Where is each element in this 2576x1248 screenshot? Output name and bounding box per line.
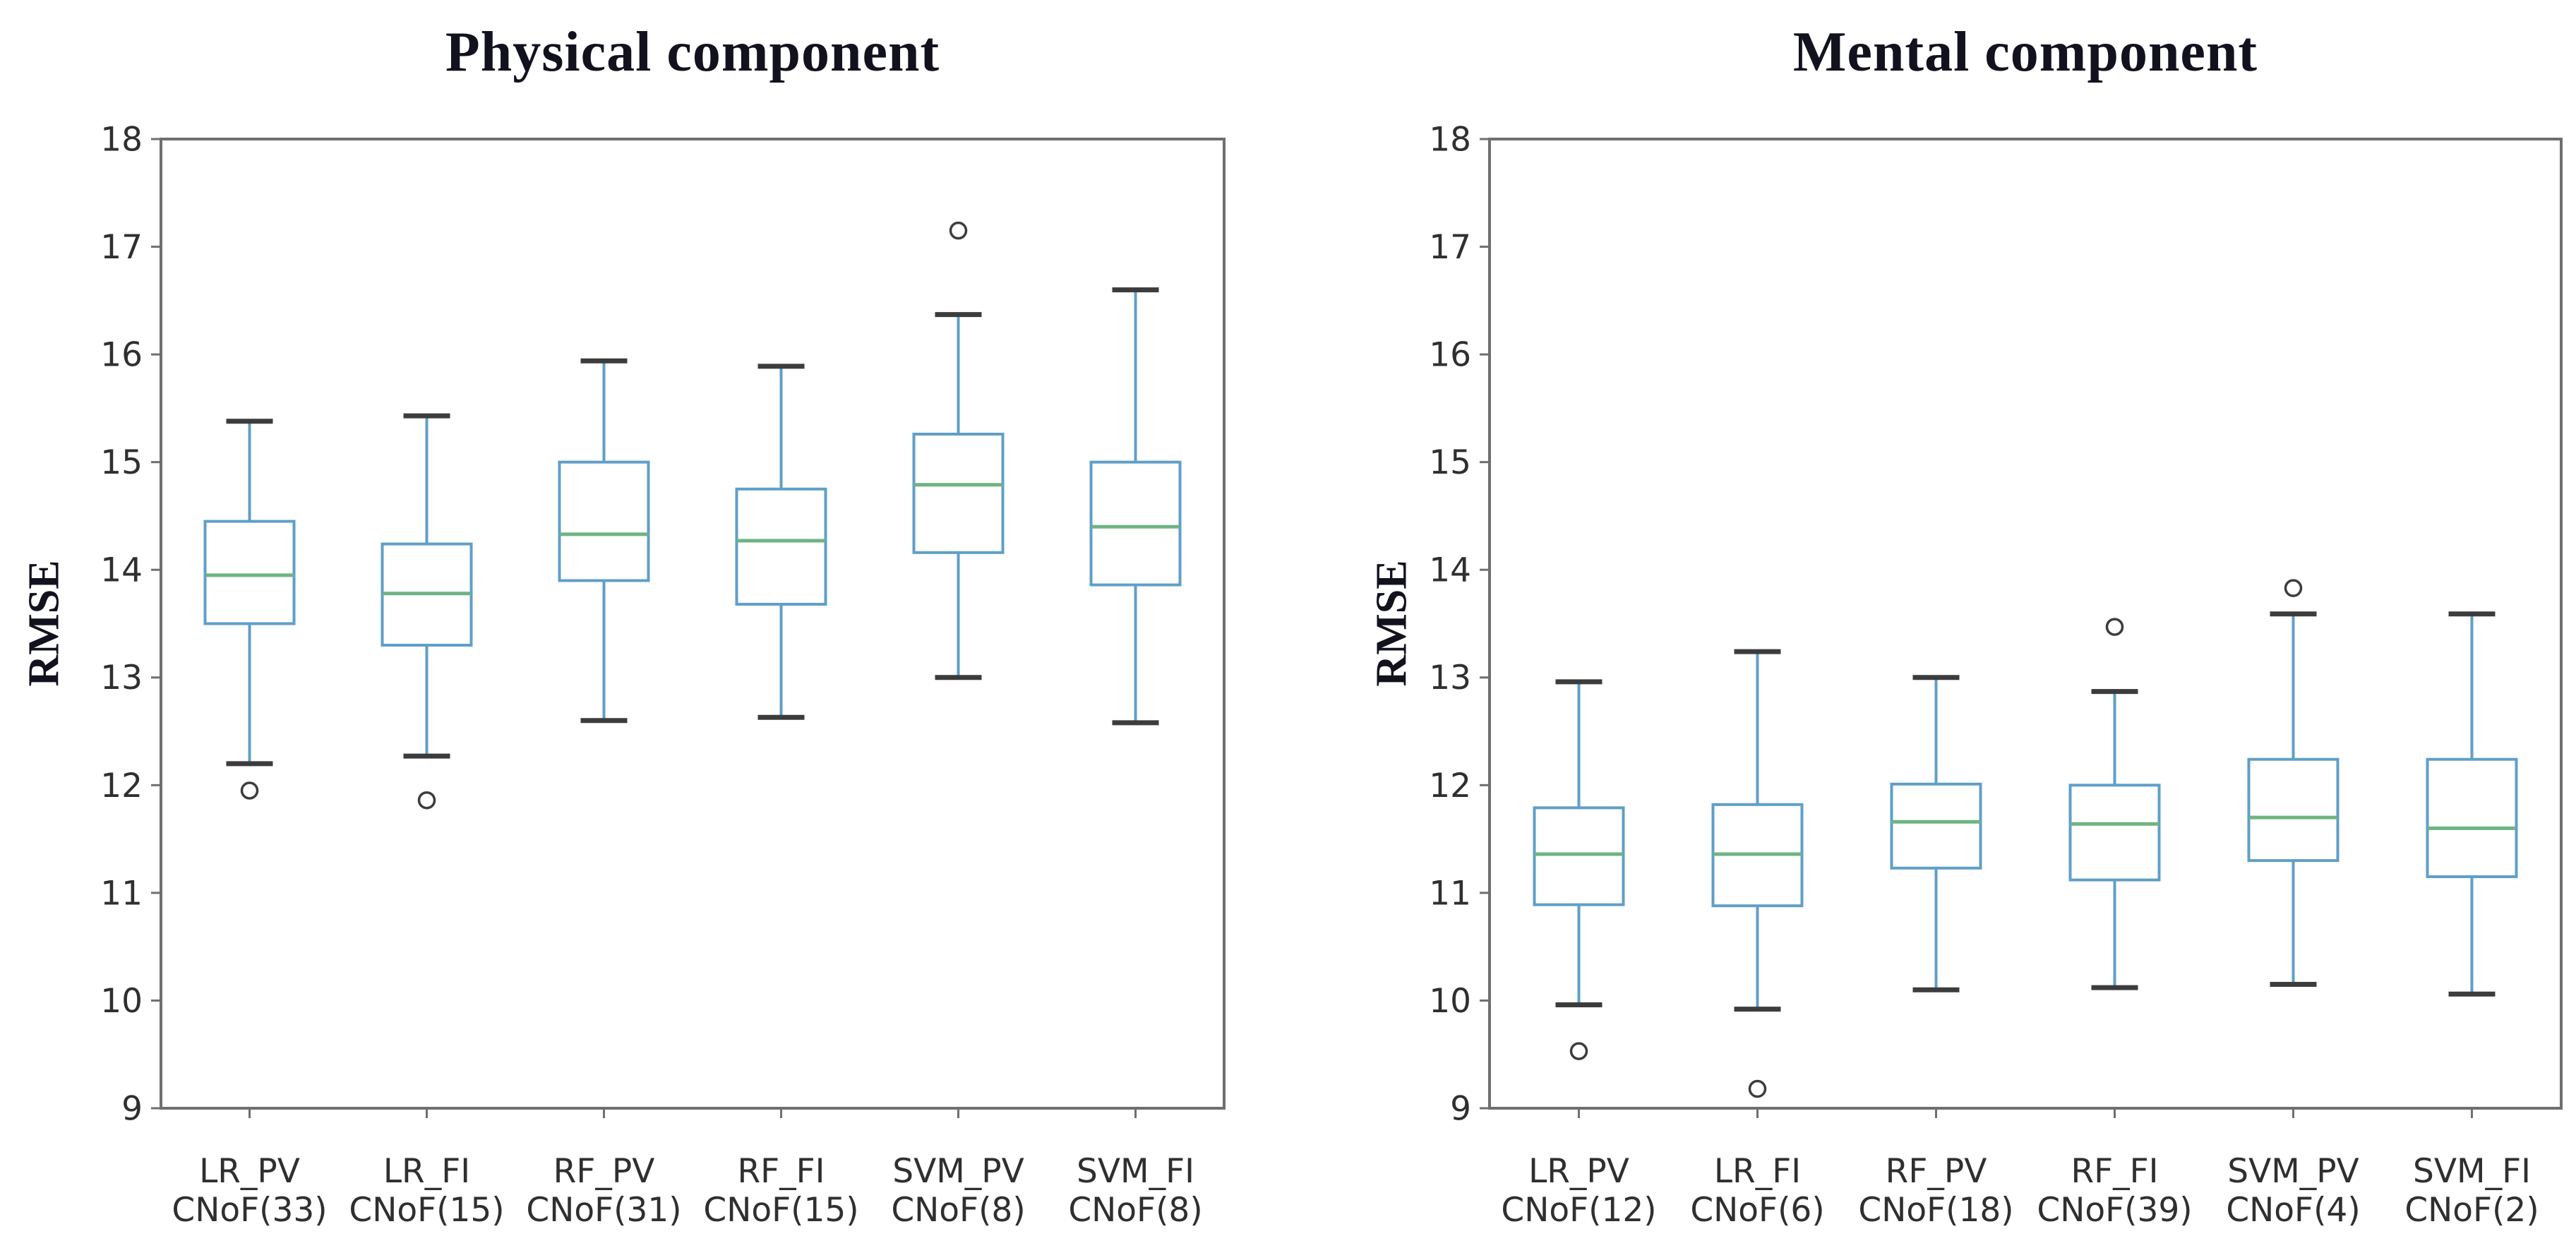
- x-tick-label: SVM_FI CNoF(2): [2404, 1152, 2539, 1230]
- y-tick-label: 14: [1429, 551, 1471, 590]
- iqr-box: [735, 487, 827, 606]
- x-tick-label: RF_FI CNoF(39): [2037, 1152, 2192, 1230]
- x-tick-label: LR_FI CNoF(6): [1690, 1152, 1824, 1230]
- iqr-box: [1533, 806, 1625, 906]
- chart-physical-component: Physical component RMSE 9 10 11 12 13 14 15 16 1…: [20, 21, 1226, 1230]
- x-tick-label: RF_PV CNoF(18): [1858, 1152, 2013, 1230]
- boxplot-svg-physical: 9 10 11 12 13 14 15 16 17 18 LR_PV CNoF(33) LR_FI CNo…: [100, 120, 1226, 1230]
- box-LR_FI: LR_FI CNoF(15): [349, 413, 505, 1230]
- y-tick-label: 14: [100, 551, 143, 590]
- y-tick-label: 9: [1450, 1089, 1471, 1128]
- box-SVM_PV: SVM_PV CNoF(8): [891, 221, 1026, 1230]
- x-tick-label: RF_PV CNoF(31): [526, 1152, 681, 1230]
- y-tick-label: 11: [1429, 874, 1471, 913]
- y-tick-label: 12: [100, 767, 143, 805]
- axes-frame: [1488, 138, 2563, 1110]
- outlier-point: [417, 791, 436, 810]
- x-tick-label: RF_FI CNoF(15): [703, 1152, 858, 1230]
- box-LR_PV: LR_PV CNoF(33): [172, 419, 328, 1230]
- outlier-point: [1748, 1079, 1767, 1098]
- y-tick-label: 18: [100, 120, 143, 159]
- box-RF_FI: RF_FI CNoF(15): [703, 364, 859, 1230]
- box-SVM_FI: SVM_FI CNoF(8): [1068, 287, 1203, 1230]
- outlier-point: [2284, 579, 2303, 597]
- axes-frame: [160, 138, 1226, 1110]
- x-tick-label: SVM_PV CNoF(4): [2226, 1152, 2360, 1230]
- iqr-box: [1890, 782, 1982, 870]
- y-tick-label: 16: [1429, 336, 1471, 375]
- y-tick-label: 17: [100, 228, 143, 267]
- y-tick-label: 18: [1429, 120, 1471, 159]
- box-LR_FI: LR_FI CNoF(6): [1690, 649, 1825, 1230]
- y-tick-label: 9: [121, 1089, 143, 1128]
- chart-title-mental: Mental component: [1792, 21, 2258, 83]
- y-tick-label: 12: [1429, 767, 1471, 805]
- y-tick-label: 15: [1429, 443, 1471, 482]
- iqr-box: [912, 433, 1005, 554]
- box-SVM_FI: SVM_FI CNoF(2): [2404, 611, 2539, 1230]
- boxplot-svg-mental: 9 10 11 12 13 14 15 16 17 18 LR_PV CNoF(12) LR_FI CNo…: [1429, 120, 2563, 1230]
- y-tick-label: 10: [100, 982, 143, 1021]
- y-tick-label: 10: [1429, 982, 1471, 1021]
- iqr-box: [1089, 460, 1182, 587]
- iqr-box: [558, 460, 650, 582]
- y-tick-label: 15: [100, 443, 143, 482]
- x-tick-label: LR_PV CNoF(33): [172, 1152, 327, 1230]
- x-tick-label: SVM_PV CNoF(8): [891, 1152, 1025, 1230]
- y-tick-label: 16: [100, 336, 143, 375]
- outlier-point: [2105, 618, 2124, 636]
- box-RF_PV: RF_PV CNoF(18): [1858, 675, 2014, 1230]
- chart-mental-component: Mental component RMSE 9 10 11 12 13 14 15 16 17 1…: [1288, 0, 2576, 1248]
- y-tick-label: 17: [1429, 228, 1471, 267]
- iqr-box: [2068, 784, 2161, 882]
- outlier-point: [949, 221, 968, 240]
- box-SVM_PV: SVM_PV CNoF(4): [2226, 579, 2361, 1230]
- box-RF_PV: RF_PV CNoF(31): [526, 358, 682, 1230]
- chart-title-physical: Physical component: [445, 21, 940, 83]
- x-tick-label: LR_FI CNoF(15): [349, 1152, 504, 1230]
- box-LR_PV: LR_PV CNoF(12): [1501, 679, 1657, 1230]
- x-tick-label: SVM_FI CNoF(8): [1068, 1152, 1202, 1230]
- outlier-point: [1569, 1042, 1588, 1060]
- iqr-box: [203, 520, 296, 625]
- iqr-box: [2247, 757, 2340, 863]
- outlier-point: [240, 781, 259, 800]
- y-tick-label: 11: [100, 874, 143, 913]
- box-RF_FI: RF_FI CNoF(39): [2037, 618, 2193, 1230]
- y-tick-label: 13: [1429, 659, 1471, 697]
- y-tick-label: 13: [100, 659, 143, 697]
- x-tick-label: LR_PV CNoF(12): [1501, 1152, 1656, 1230]
- iqr-box: [2426, 757, 2518, 879]
